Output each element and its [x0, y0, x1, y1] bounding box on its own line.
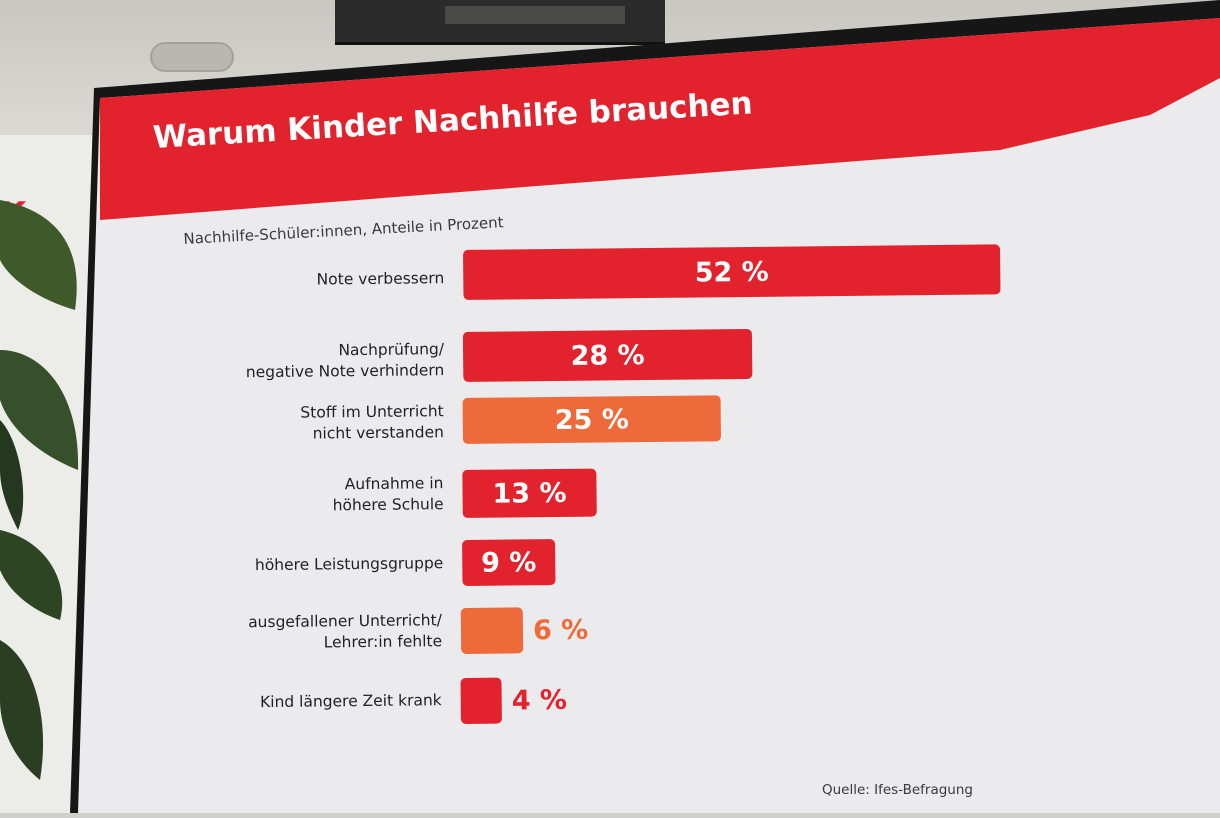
bar-row: Aufnahme in höhere Schule 13 % — [2, 462, 1220, 531]
value-label: 52 % — [694, 256, 769, 289]
value-label: 13 % — [492, 477, 567, 510]
bar-row: Kind längere Zeit krank 4 % — [5, 670, 1220, 739]
value-label: 6 % — [532, 614, 589, 646]
category-label: Nachprüfung/ negative Note verhindern — [245, 340, 445, 382]
source-note: Quelle: Ifes-Befragung — [822, 782, 973, 798]
category-label: höhere Leistungsgruppe — [254, 553, 444, 574]
value-label: 28 % — [570, 339, 645, 372]
value-label: 9 % — [480, 546, 537, 579]
category-label: Aufnahme in höhere Schule — [332, 474, 444, 515]
bar-row: Nachprüfung/ negative Note verhindern 28 … — [1, 324, 1220, 393]
value-label: 25 % — [554, 403, 629, 436]
category-label: Kind längere Zeit krank — [259, 690, 442, 711]
plant-decoration — [0, 200, 79, 780]
bar-row: Stoff im Unterricht nicht verstanden 25 % — [2, 390, 1220, 459]
bar-row: höhere Leistungsgruppe 9 % — [3, 532, 1220, 601]
category-label: Stoff im Unterricht nicht verstanden — [300, 402, 445, 443]
category-label: Note verbessern — [316, 268, 445, 289]
value-label: 4 % — [511, 684, 568, 716]
bar-row: Note verbessern 52 % — [0, 242, 1220, 311]
bar-row: ausgefallener Unterricht/ Lehrer:in fehl… — [4, 600, 1220, 669]
bar — [460, 607, 524, 655]
ceiling-fixture — [335, 0, 665, 45]
ceiling-vent — [150, 42, 234, 72]
bar — [460, 677, 502, 725]
category-label: ausgefallener Unterricht/ Lehrer:in fehl… — [248, 611, 443, 652]
